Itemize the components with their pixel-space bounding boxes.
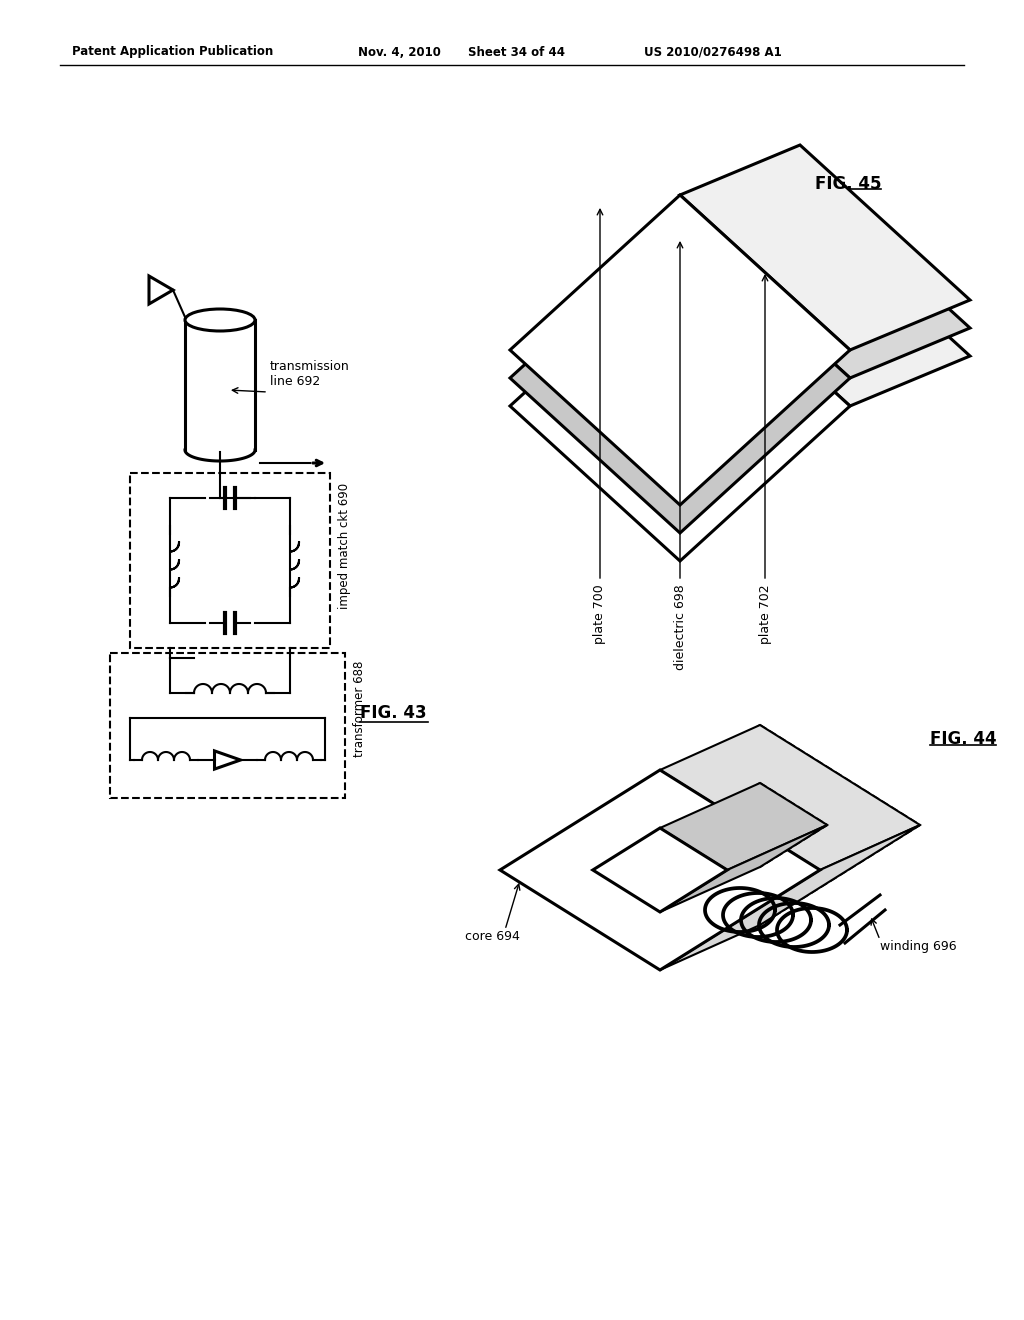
Polygon shape [660,725,920,870]
Text: plate 702: plate 702 [759,583,771,644]
Polygon shape [693,783,827,867]
Text: Sheet 34 of 44: Sheet 34 of 44 [468,45,565,58]
Text: transformer 688: transformer 688 [353,661,366,758]
Polygon shape [660,825,920,970]
Ellipse shape [185,309,255,331]
Polygon shape [680,173,970,378]
Polygon shape [510,251,850,561]
Text: plate 700: plate 700 [594,583,606,644]
Polygon shape [510,195,850,506]
Polygon shape [600,725,920,925]
Text: dielectric 698: dielectric 698 [674,583,686,669]
Polygon shape [660,825,827,912]
Text: transmission
line 692: transmission line 692 [270,360,350,388]
Text: FIG. 43: FIG. 43 [360,704,427,722]
Polygon shape [500,770,820,970]
Text: core 694: core 694 [465,931,520,942]
Polygon shape [510,223,850,533]
Text: Nov. 4, 2010: Nov. 4, 2010 [358,45,441,58]
Bar [110,653,345,799]
Text: winding 696: winding 696 [880,940,956,953]
Text: FIG. 45: FIG. 45 [815,176,882,193]
Polygon shape [680,145,970,350]
Text: Patent Application Publication: Patent Application Publication [72,45,273,58]
Text: US 2010/0276498 A1: US 2010/0276498 A1 [644,45,781,58]
Text: imped match ckt 690: imped match ckt 690 [338,483,351,609]
Polygon shape [660,783,827,870]
Polygon shape [593,828,727,912]
Text: FIG. 44: FIG. 44 [930,730,996,748]
Bar [130,473,330,648]
Polygon shape [680,201,970,407]
